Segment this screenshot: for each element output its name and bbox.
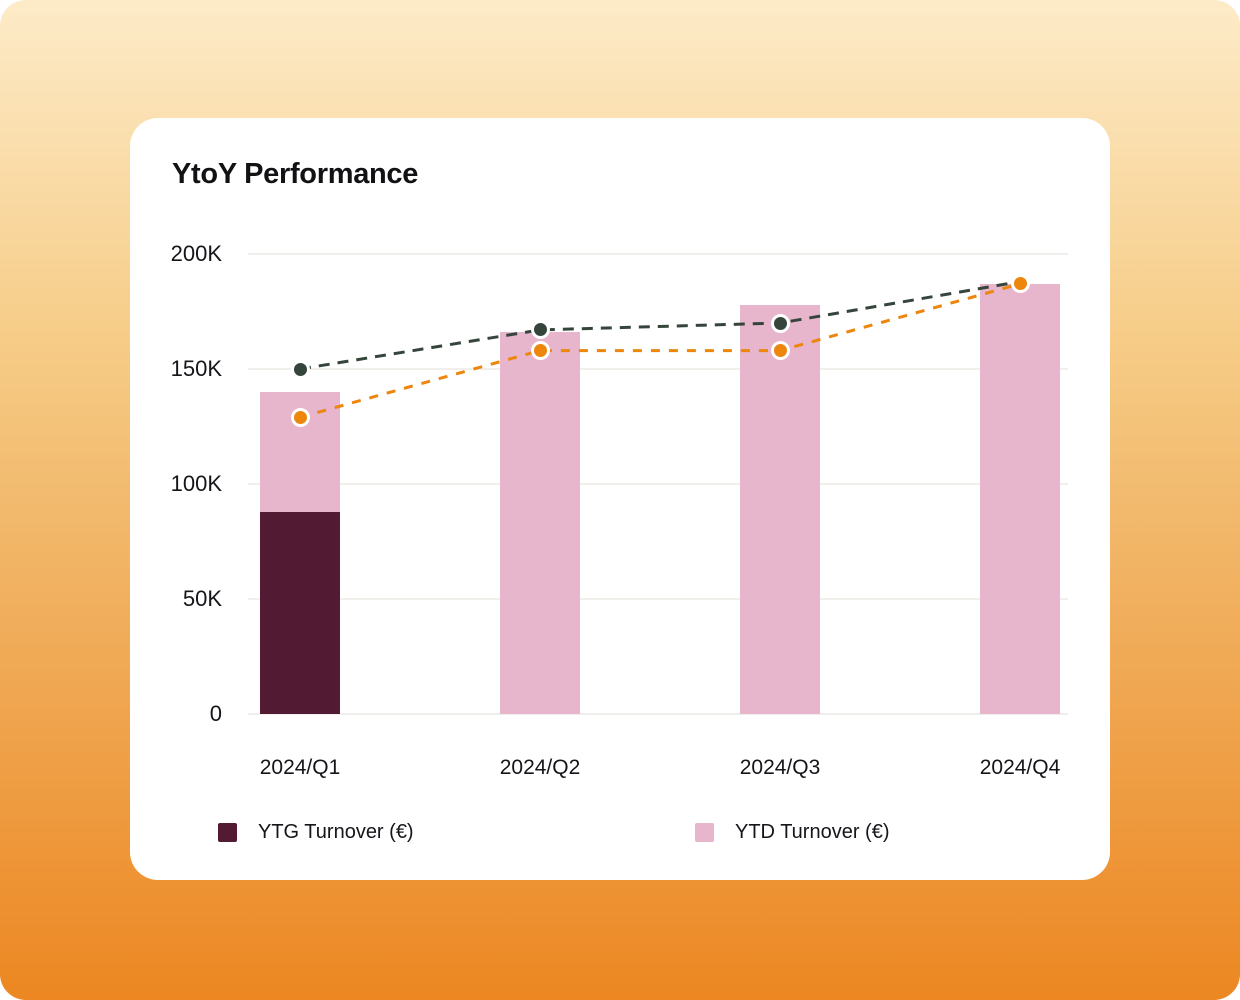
plot-area: 0 50K 100K 150K 200K 2024/Q1 2024/Q2 2024/Q3 202…: [171, 241, 1068, 779]
dark-dashed-trend-marker: [290, 359, 310, 379]
legend-label-ytg: YTG Turnover (€): [258, 821, 414, 843]
x-axis-category-label: 2024/Q4: [979, 756, 1061, 779]
chart-card: YtoY Performance 0 50K 100K 150K 200K 2024/Q1…: [130, 118, 1110, 880]
orange-dashed-trend-marker: [530, 341, 550, 361]
chart-legend: YTG Turnover (€) YTD Turnover (€): [130, 821, 1110, 845]
orange-dashed-trend-marker: [1010, 274, 1030, 294]
legend-swatch-ytd: [695, 823, 714, 842]
trend-lines-layer: [299, 280, 1021, 419]
dark-dashed-trend-marker: [770, 313, 790, 333]
legend-label-ytd: YTD Turnover (€): [735, 821, 890, 843]
gridline: [248, 713, 1068, 715]
dark-dashed-trend-marker: [530, 320, 550, 340]
dark-dashed-trend-path: [299, 280, 1021, 371]
x-axis-category-label: 2024/Q2: [499, 756, 581, 779]
y-axis-tick-label: 0: [209, 701, 222, 726]
bar-ytg-turnover: [260, 511, 340, 714]
x-axis-category-label: 2024/Q1: [259, 756, 341, 779]
x-axis-category-label: 2024/Q3: [739, 756, 821, 779]
chart-title: YtoY Performance: [172, 158, 419, 190]
gridline: [248, 483, 1068, 485]
y-axis-tick-label: 150K: [170, 356, 222, 381]
orange-dashed-trend-marker: [290, 407, 310, 427]
orange-dashed-trend-marker: [770, 341, 790, 361]
legend-item-ytd-turnover[interactable]: YTD Turnover (€): [695, 821, 889, 844]
y-axis-tick-label: 200K: [170, 241, 222, 266]
gridline: [248, 253, 1068, 255]
orange-dashed-trend-path: [299, 282, 1021, 419]
gridline: [248, 598, 1068, 600]
y-axis-tick-label: 50K: [182, 586, 222, 611]
gridline: [248, 368, 1068, 370]
bar-ytd-turnover: [740, 304, 820, 714]
bar-ytd-turnover: [980, 283, 1060, 714]
y-axis-tick-label: 100K: [170, 471, 222, 496]
legend-swatch-ytg: [218, 823, 237, 842]
bar-ytd-turnover: [500, 332, 580, 714]
legend-item-ytg-turnover[interactable]: YTG Turnover (€): [218, 821, 414, 844]
